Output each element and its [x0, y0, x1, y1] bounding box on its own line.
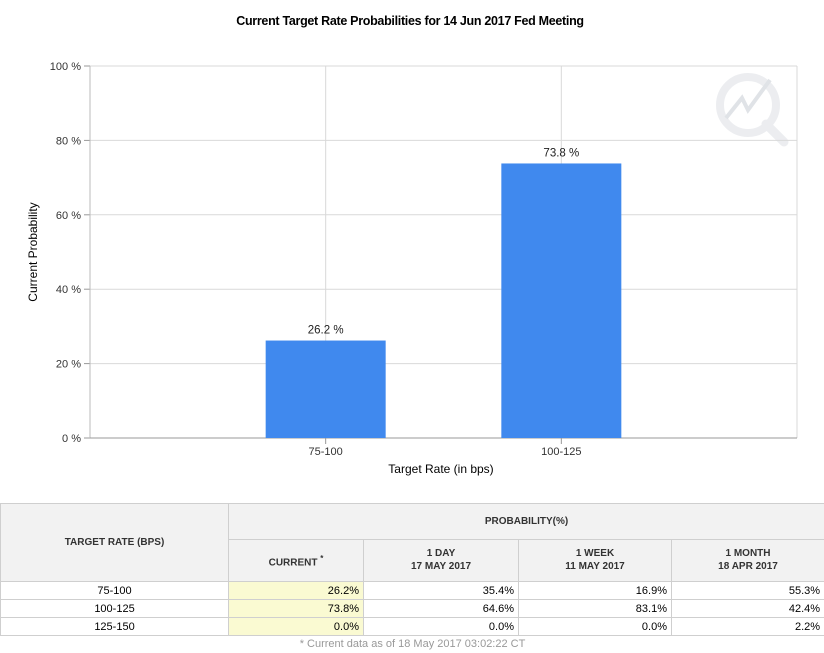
y-axis-title: Current Probability — [26, 202, 40, 301]
table-row: 100-125 73.8% 64.6% 83.1% 42.4% — [0, 599, 824, 618]
current-value-cell: 0.0% — [228, 617, 364, 636]
table-row: 75-100 26.2% 35.4% 16.9% 55.3% — [0, 581, 824, 600]
y-tick-label: 0 % — [62, 433, 81, 445]
chart-gridlines — [84, 65, 798, 444]
column-header-label: 1 WEEK — [575, 548, 615, 560]
bar-data-label: 26.2 % — [308, 325, 344, 337]
current-value-cell: 26.2% — [228, 581, 364, 600]
current-value-cell: 73.8% — [228, 599, 364, 618]
x-axis-title: Target Rate (in bps) — [388, 462, 493, 476]
x-tick-label: 75-100 — [309, 446, 343, 458]
watermark-logo-icon — [716, 73, 789, 147]
value-cell: 83.1% — [518, 599, 672, 618]
y-tick-label: 100 % — [50, 61, 81, 73]
bar-data-label: 73.8 % — [543, 147, 579, 159]
x-tick-label: 100-125 — [541, 446, 581, 458]
column-header-date: 11 MAY 2017 — [565, 561, 625, 573]
column-header-current: CURRENT * — [228, 538, 364, 583]
footnote-mark: * — [320, 553, 324, 563]
probability-table: TARGET RATE (BPS) PROBABILITY(%) CURRENT… — [0, 503, 824, 652]
column-header-1-month: 1 MONTH 18 APR 2017 — [670, 538, 824, 583]
footnote-text: * Current data as of 18 May 2017 03:02:2… — [299, 638, 526, 650]
chart-labels: 0 % 20 % 40 % 60 % 80 % 100 % 26.2 % 75-100 73.8… — [50, 61, 582, 458]
column-header-label: CURRENT — [268, 557, 318, 569]
chart-area: Current Target Rate Probabilities for 14… — [26, 14, 798, 476]
column-header-label: 1 MONTH — [725, 548, 771, 560]
y-tick-label: 80 % — [56, 135, 81, 147]
y-tick-label: 60 % — [56, 210, 81, 222]
rate-cell: 100-125 — [0, 599, 229, 618]
value-cell: 64.6% — [363, 599, 519, 618]
bar-chart: Current Target Rate Probabilities for 14… — [26, 14, 798, 476]
rate-cell: 75-100 — [0, 581, 229, 600]
value-cell: 0.0% — [518, 617, 672, 636]
table-row: 125-150 0.0% 0.0% 0.0% 2.2% — [0, 617, 824, 636]
chart-title: Current Target Rate Probabilities for 14… — [236, 14, 584, 28]
rate-cell: 125-150 — [0, 617, 229, 636]
column-header-1-day: 1 DAY 17 MAY 2017 — [363, 538, 519, 583]
bar — [501, 163, 622, 439]
value-cell: 55.3% — [670, 581, 824, 600]
y-tick-label: 20 % — [56, 359, 81, 371]
value-cell: 35.4% — [363, 581, 519, 600]
probability-header: PROBABILITY(%) — [227, 503, 824, 540]
value-cell: 2.2% — [670, 617, 824, 636]
target-rate-header: TARGET RATE (BPS) — [0, 503, 229, 582]
bar — [265, 340, 386, 438]
value-cell: 42.4% — [670, 599, 824, 618]
y-tick-label: 40 % — [56, 284, 81, 296]
chart-bars — [265, 163, 622, 439]
value-cell: 16.9% — [518, 581, 672, 600]
column-header-date: 17 MAY 2017 — [410, 561, 472, 573]
column-header-label: 1 DAY — [426, 548, 456, 560]
column-header-date: 18 APR 2017 — [718, 561, 778, 573]
column-header-1-week: 1 WEEK 11 MAY 2017 — [518, 538, 672, 583]
footnote-row: * Current data as of 18 May 2017 03:02:2… — [1, 636, 824, 653]
value-cell: 0.0% — [363, 617, 519, 636]
